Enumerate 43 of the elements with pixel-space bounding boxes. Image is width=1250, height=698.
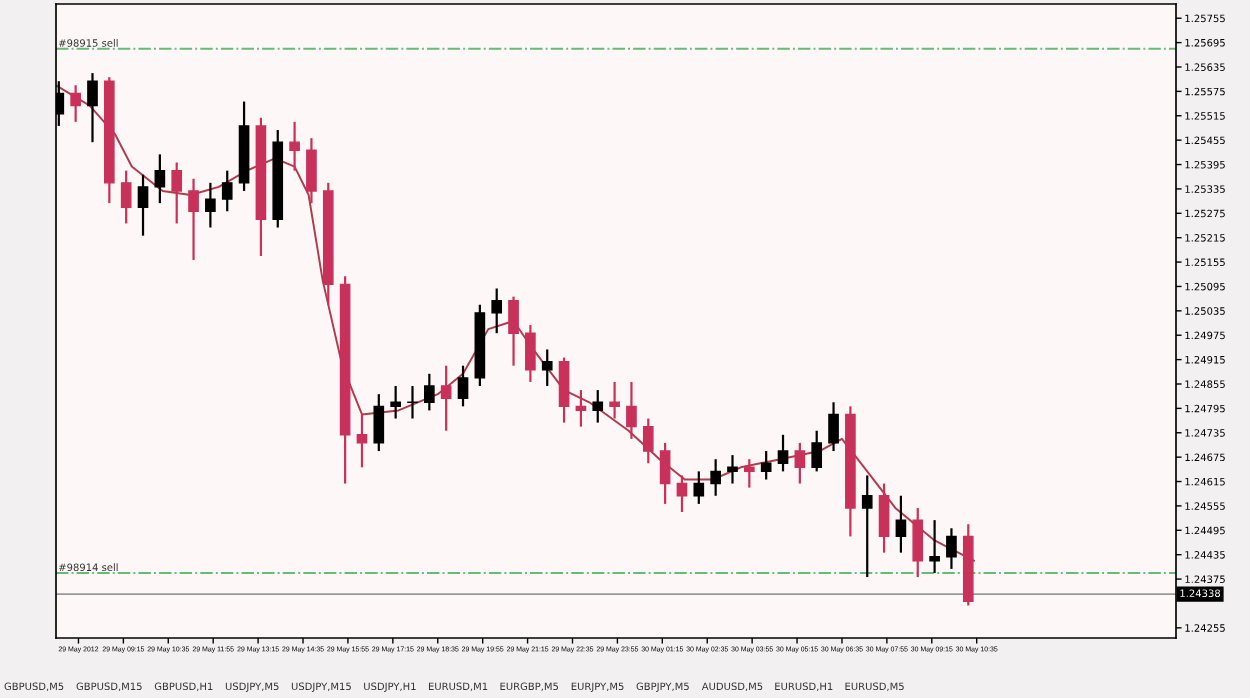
candlestick — [289, 120, 300, 172]
candlestick — [861, 474, 873, 579]
candlestick — [642, 417, 654, 465]
candlestick — [676, 474, 688, 514]
candlestick — [626, 380, 637, 440]
candlestick — [205, 181, 216, 229]
candlestick — [946, 527, 957, 571]
candlestick — [221, 169, 233, 213]
candlestick — [744, 458, 755, 489]
candlestick — [659, 441, 671, 505]
candlestick — [457, 364, 469, 408]
candlestick — [508, 295, 519, 367]
candlestick — [710, 458, 721, 497]
candlestick — [440, 364, 452, 432]
candlestick — [777, 433, 789, 473]
candlestick — [929, 519, 940, 575]
candlestick — [541, 348, 553, 388]
candlestick — [558, 356, 570, 424]
candlestick — [491, 287, 503, 335]
candlestick — [154, 153, 166, 205]
candlestick — [727, 454, 738, 485]
candlestick — [120, 169, 132, 225]
candlestick — [424, 372, 435, 412]
candlestick — [87, 71, 98, 144]
candlestick — [760, 449, 772, 481]
candlestick — [592, 388, 604, 424]
candlestick — [811, 429, 823, 473]
candlestick — [70, 84, 81, 123]
candlestick — [390, 384, 401, 420]
candlestick — [912, 506, 924, 579]
candlestick — [356, 413, 368, 469]
candlestick — [306, 137, 317, 205]
candlestick — [878, 482, 890, 554]
candlestick — [137, 173, 149, 237]
candlestick — [373, 393, 385, 453]
candlestick — [188, 177, 199, 262]
candlestick — [828, 401, 839, 453]
candlestick — [693, 470, 705, 505]
candlestick — [609, 380, 620, 420]
candlestick — [895, 494, 907, 554]
candlestick — [525, 323, 536, 384]
candlestick — [171, 161, 183, 225]
candlestick — [794, 441, 806, 485]
